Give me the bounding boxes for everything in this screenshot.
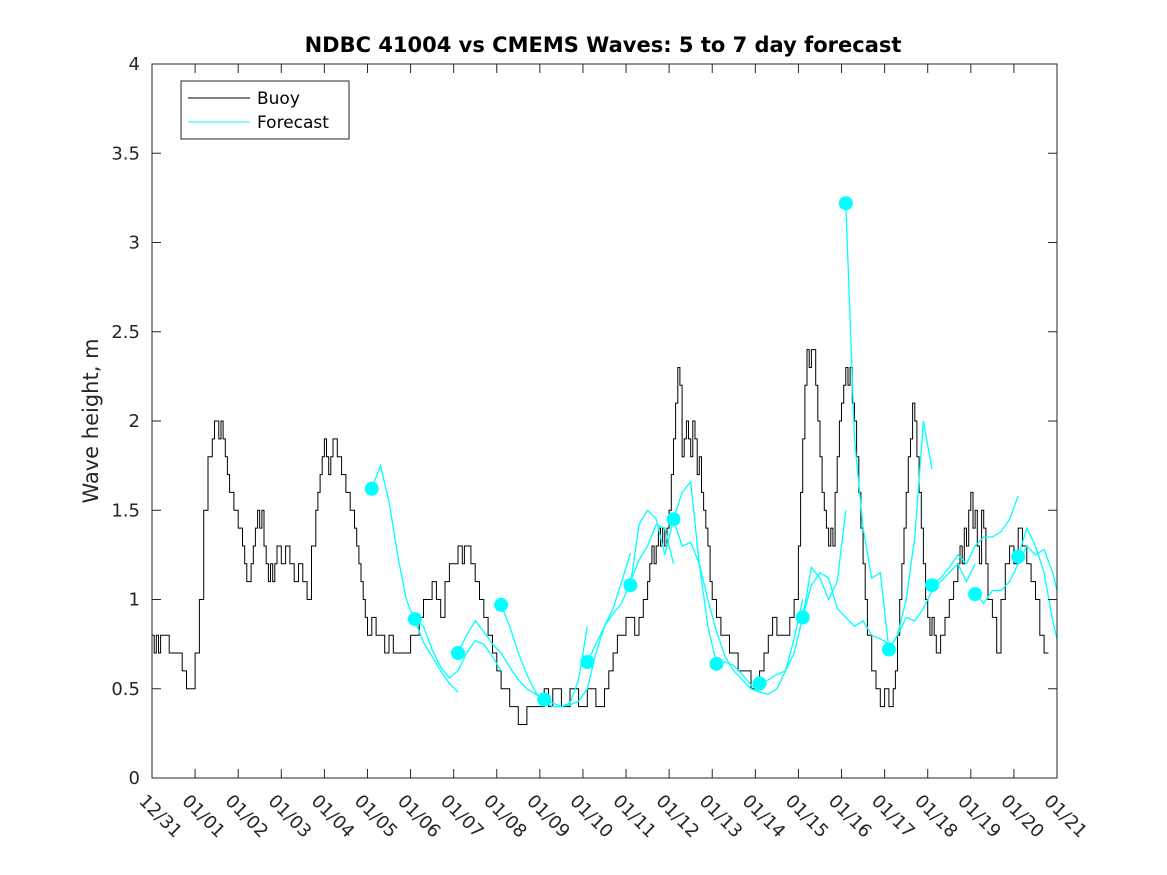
y-tick-label: 0 xyxy=(129,768,140,789)
forecast-marker-12 xyxy=(881,642,896,657)
forecast-line-4 xyxy=(543,552,632,708)
forecast-marker-1 xyxy=(407,612,422,627)
forecast-marker-2 xyxy=(451,646,465,660)
legend-forecast-label: Forecast xyxy=(257,113,329,133)
y-tick-label: 0.5 xyxy=(111,679,140,700)
y-tick-label: 2.5 xyxy=(111,322,140,343)
forecast-marker-3 xyxy=(494,597,509,612)
legend: Buoy Forecast xyxy=(180,80,350,140)
y-axis-label: Wave height, m xyxy=(79,338,103,503)
forecast-marker-15 xyxy=(1011,549,1026,564)
forecast-marker-13 xyxy=(925,578,939,593)
forecast-line-7 xyxy=(672,519,760,693)
plot-area xyxy=(152,64,1057,778)
y-tick-label: 1.5 xyxy=(111,500,140,521)
y-tick-label: 1 xyxy=(129,590,140,611)
chart-title: NDBC 41004 vs CMEMS Waves: 5 to 7 day fo… xyxy=(305,33,902,57)
y-tick-label: 4 xyxy=(129,54,140,75)
forecast-marker-11 xyxy=(838,196,853,211)
legend-box xyxy=(180,80,350,140)
forecast-line-2 xyxy=(457,619,545,701)
y-axis-ticks: 0 0.5 1 1.5 2 2.5 3 3.5 4 xyxy=(111,54,1057,789)
forecast-line-10 xyxy=(802,571,890,645)
forecast-line-15 xyxy=(1017,526,1058,639)
forecast-marker-9 xyxy=(752,676,767,691)
forecast-line-14 xyxy=(974,544,1058,605)
forecast-marker-14 xyxy=(968,587,983,602)
forecast-marker-7 xyxy=(666,512,681,527)
forecast-markers xyxy=(364,196,1026,707)
forecast-marker-4 xyxy=(537,692,552,707)
forecast-marker-6 xyxy=(623,578,638,593)
forecast-marker-10 xyxy=(795,610,810,625)
forecast-marker-8 xyxy=(709,656,724,671)
forecast-line-8 xyxy=(716,599,804,695)
forecast-line-13 xyxy=(931,495,1019,586)
legend-buoy-label: Buoy xyxy=(257,89,300,109)
y-tick-label: 3 xyxy=(129,233,140,254)
forecast-marker-0 xyxy=(364,481,379,496)
y-tick-label: 3.5 xyxy=(111,143,140,164)
y-tick-label: 2 xyxy=(129,411,140,432)
forecast-marker-5 xyxy=(580,655,595,669)
forecast-line-1 xyxy=(414,618,502,679)
